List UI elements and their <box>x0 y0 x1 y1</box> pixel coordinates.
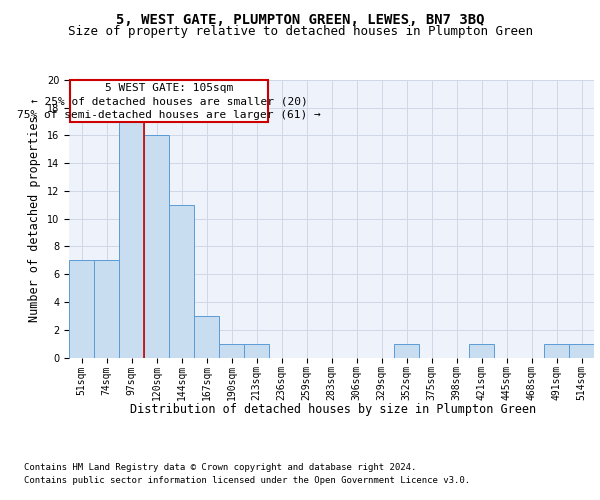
Bar <box>244 344 269 357</box>
Y-axis label: Number of detached properties: Number of detached properties <box>28 116 41 322</box>
Bar <box>69 260 94 358</box>
Bar <box>94 260 119 358</box>
Bar <box>219 344 244 357</box>
Text: Contains HM Land Registry data © Crown copyright and database right 2024.: Contains HM Land Registry data © Crown c… <box>24 462 416 471</box>
Text: Distribution of detached houses by size in Plumpton Green: Distribution of detached houses by size … <box>130 402 536 415</box>
Bar <box>469 344 494 357</box>
Bar <box>394 344 419 357</box>
Text: 5 WEST GATE: 105sqm: 5 WEST GATE: 105sqm <box>105 84 233 94</box>
Bar <box>119 122 144 358</box>
Text: 5, WEST GATE, PLUMPTON GREEN, LEWES, BN7 3BQ: 5, WEST GATE, PLUMPTON GREEN, LEWES, BN7… <box>116 12 484 26</box>
Bar <box>144 136 169 358</box>
Text: Size of property relative to detached houses in Plumpton Green: Size of property relative to detached ho… <box>67 25 533 38</box>
Text: Contains public sector information licensed under the Open Government Licence v3: Contains public sector information licen… <box>24 476 470 485</box>
Text: ← 25% of detached houses are smaller (20): ← 25% of detached houses are smaller (20… <box>31 96 307 106</box>
Bar <box>569 344 594 357</box>
FancyBboxPatch shape <box>70 80 268 122</box>
Bar <box>194 316 219 358</box>
Bar <box>169 205 194 358</box>
Text: 75% of semi-detached houses are larger (61) →: 75% of semi-detached houses are larger (… <box>17 110 321 120</box>
Bar <box>544 344 569 357</box>
